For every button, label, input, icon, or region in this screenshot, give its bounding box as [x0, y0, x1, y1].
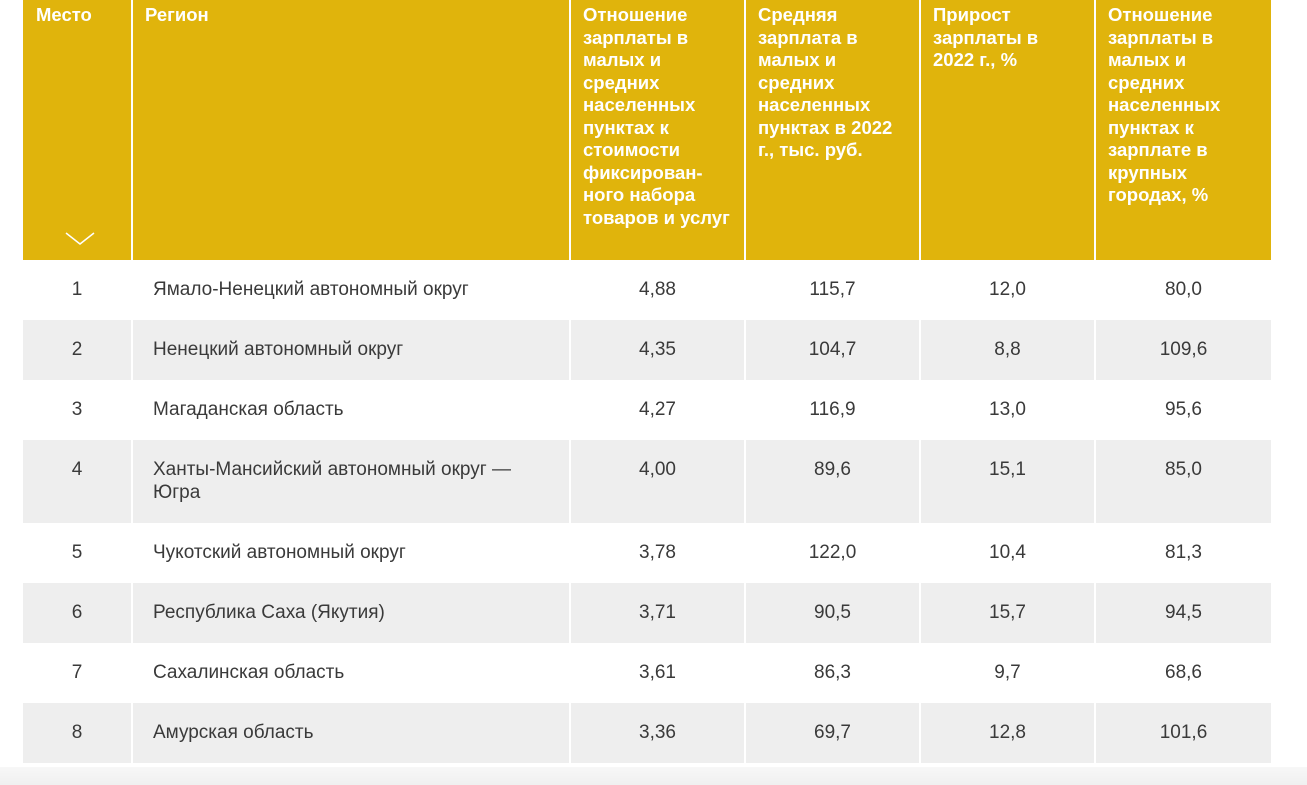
cell-ratio-cost: 3,71	[571, 583, 746, 643]
cell-growth: 15,1	[921, 440, 1096, 523]
cell-place: 5	[23, 523, 133, 583]
cell-growth: 10,4	[921, 523, 1096, 583]
cell-avg-salary: 116,9	[746, 380, 921, 440]
header-row: Место Регион Отношение зарплаты в малых …	[23, 0, 1271, 260]
cell-ratio-big-cities: 109,6	[1096, 320, 1271, 380]
cell-region: Магаданская область	[133, 380, 571, 440]
page-bottom-edge	[0, 767, 1307, 785]
cell-ratio-cost: 4,00	[571, 440, 746, 523]
cell-ratio-cost: 4,27	[571, 380, 746, 440]
table-row: 1 Ямало-Ненецкий автономный округ 4,88 1…	[23, 260, 1271, 320]
cell-region: Чукотский автономный округ	[133, 523, 571, 583]
cell-ratio-big-cities: 101,6	[1096, 703, 1271, 763]
cell-place: 7	[23, 643, 133, 703]
cell-ratio-cost: 3,61	[571, 643, 746, 703]
cell-ratio-cost: 3,36	[571, 703, 746, 763]
cell-avg-salary: 104,7	[746, 320, 921, 380]
cell-growth: 12,8	[921, 703, 1096, 763]
cell-growth: 9,7	[921, 643, 1096, 703]
cell-growth: 8,8	[921, 320, 1096, 380]
region-salary-ranking-table: Место Регион Отношение зарплаты в малых …	[23, 0, 1271, 763]
cell-ratio-big-cities: 81,3	[1096, 523, 1271, 583]
cell-place: 4	[23, 440, 133, 523]
cell-growth: 13,0	[921, 380, 1096, 440]
cell-ratio-cost: 4,88	[571, 260, 746, 320]
column-header-growth[interactable]: Прирост зарплаты в 2022 г., %	[921, 0, 1096, 260]
table-body: 1 Ямало-Ненецкий автономный округ 4,88 1…	[23, 260, 1271, 763]
cell-ratio-big-cities: 95,6	[1096, 380, 1271, 440]
column-header-avg-salary[interactable]: Средняя зарплата в малых и средних насел…	[746, 0, 921, 260]
chevron-down-icon[interactable]	[65, 232, 95, 246]
column-header-ratio-big-cities[interactable]: Отношение зарплаты в малых и средних нас…	[1096, 0, 1271, 260]
cell-growth: 12,0	[921, 260, 1096, 320]
table-row: 2 Ненецкий автономный округ 4,35 104,7 8…	[23, 320, 1271, 380]
column-header-ratio-cost[interactable]: Отношение зарплаты в малых и средних нас…	[571, 0, 746, 260]
column-header-ratio-big-cities-label: Отношение зарплаты в малых и средних нас…	[1108, 4, 1221, 205]
table-row: 4 Ханты-Мансийский автономный округ — Юг…	[23, 440, 1271, 523]
column-header-ratio-cost-label: Отношение зарплаты в малых и средних нас…	[583, 4, 730, 228]
cell-region: Республика Саха (Якутия)	[133, 583, 571, 643]
cell-region: Амурская область	[133, 703, 571, 763]
cell-avg-salary: 122,0	[746, 523, 921, 583]
cell-avg-salary: 90,5	[746, 583, 921, 643]
cell-avg-salary: 86,3	[746, 643, 921, 703]
cell-ratio-big-cities: 85,0	[1096, 440, 1271, 523]
table-row: 5 Чукотский автономный округ 3,78 122,0 …	[23, 523, 1271, 583]
cell-region: Сахалинская область	[133, 643, 571, 703]
column-header-avg-salary-label: Средняя зарплата в малых и средних насел…	[758, 4, 893, 160]
table-header: Место Регион Отношение зарплаты в малых …	[23, 0, 1271, 260]
column-header-region-label: Регион	[145, 4, 209, 25]
cell-avg-salary: 69,7	[746, 703, 921, 763]
cell-avg-salary: 89,6	[746, 440, 921, 523]
cell-place: 8	[23, 703, 133, 763]
column-header-place-label: Место	[36, 4, 92, 25]
column-header-place[interactable]: Место	[23, 0, 133, 260]
cell-place: 1	[23, 260, 133, 320]
cell-ratio-big-cities: 68,6	[1096, 643, 1271, 703]
cell-ratio-cost: 4,35	[571, 320, 746, 380]
column-header-region[interactable]: Регион	[133, 0, 571, 260]
cell-region: Ханты-Мансийский автономный округ — Югра	[133, 440, 571, 523]
table-row: 6 Республика Саха (Якутия) 3,71 90,5 15,…	[23, 583, 1271, 643]
cell-place: 3	[23, 380, 133, 440]
cell-place: 2	[23, 320, 133, 380]
cell-place: 6	[23, 583, 133, 643]
cell-ratio-big-cities: 80,0	[1096, 260, 1271, 320]
ranking-table-wrapper: Место Регион Отношение зарплаты в малых …	[23, 0, 1271, 763]
cell-ratio-big-cities: 94,5	[1096, 583, 1271, 643]
table-row: 7 Сахалинская область 3,61 86,3 9,7 68,6	[23, 643, 1271, 703]
column-header-growth-label: Прирост зарплаты в 2022 г., %	[933, 4, 1039, 70]
cell-growth: 15,7	[921, 583, 1096, 643]
table-row: 8 Амурская область 3,36 69,7 12,8 101,6	[23, 703, 1271, 763]
cell-avg-salary: 115,7	[746, 260, 921, 320]
table-row: 3 Магаданская область 4,27 116,9 13,0 95…	[23, 380, 1271, 440]
cell-region: Ненецкий автономный округ	[133, 320, 571, 380]
cell-ratio-cost: 3,78	[571, 523, 746, 583]
cell-region: Ямало-Ненецкий автономный округ	[133, 260, 571, 320]
